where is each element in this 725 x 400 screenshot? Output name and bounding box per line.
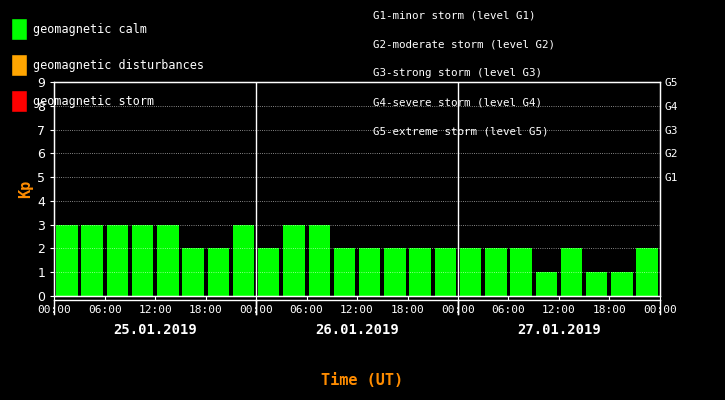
Bar bbox=[57, 225, 78, 296]
Text: G5-extreme storm (level G5): G5-extreme storm (level G5) bbox=[373, 127, 549, 137]
Bar bbox=[183, 248, 204, 296]
Text: G4-severe storm (level G4): G4-severe storm (level G4) bbox=[373, 98, 542, 108]
Bar bbox=[309, 225, 330, 296]
Bar bbox=[510, 248, 531, 296]
Bar bbox=[207, 248, 229, 296]
Bar bbox=[560, 248, 582, 296]
Text: G2-moderate storm (level G2): G2-moderate storm (level G2) bbox=[373, 39, 555, 49]
Bar bbox=[81, 225, 103, 296]
Text: G1-minor storm (level G1): G1-minor storm (level G1) bbox=[373, 10, 536, 20]
Text: geomagnetic storm: geomagnetic storm bbox=[33, 94, 154, 108]
Bar bbox=[434, 248, 456, 296]
Text: 26.01.2019: 26.01.2019 bbox=[315, 323, 399, 337]
Bar bbox=[586, 272, 608, 296]
Bar bbox=[359, 248, 381, 296]
Bar bbox=[107, 225, 128, 296]
Bar bbox=[410, 248, 431, 296]
Bar bbox=[157, 225, 178, 296]
Bar bbox=[611, 272, 633, 296]
Bar bbox=[283, 225, 304, 296]
Bar bbox=[637, 248, 658, 296]
Text: geomagnetic calm: geomagnetic calm bbox=[33, 22, 146, 36]
Y-axis label: Kp: Kp bbox=[18, 180, 33, 198]
Bar bbox=[132, 225, 154, 296]
Bar bbox=[334, 248, 355, 296]
Bar bbox=[258, 248, 280, 296]
Bar bbox=[485, 248, 507, 296]
Text: 25.01.2019: 25.01.2019 bbox=[113, 323, 197, 337]
Bar bbox=[536, 272, 557, 296]
Text: G3-strong storm (level G3): G3-strong storm (level G3) bbox=[373, 68, 542, 78]
Bar bbox=[384, 248, 405, 296]
Bar bbox=[460, 248, 481, 296]
Text: geomagnetic disturbances: geomagnetic disturbances bbox=[33, 58, 204, 72]
Bar bbox=[233, 225, 254, 296]
Text: 27.01.2019: 27.01.2019 bbox=[517, 323, 601, 337]
Text: Time (UT): Time (UT) bbox=[321, 373, 404, 388]
